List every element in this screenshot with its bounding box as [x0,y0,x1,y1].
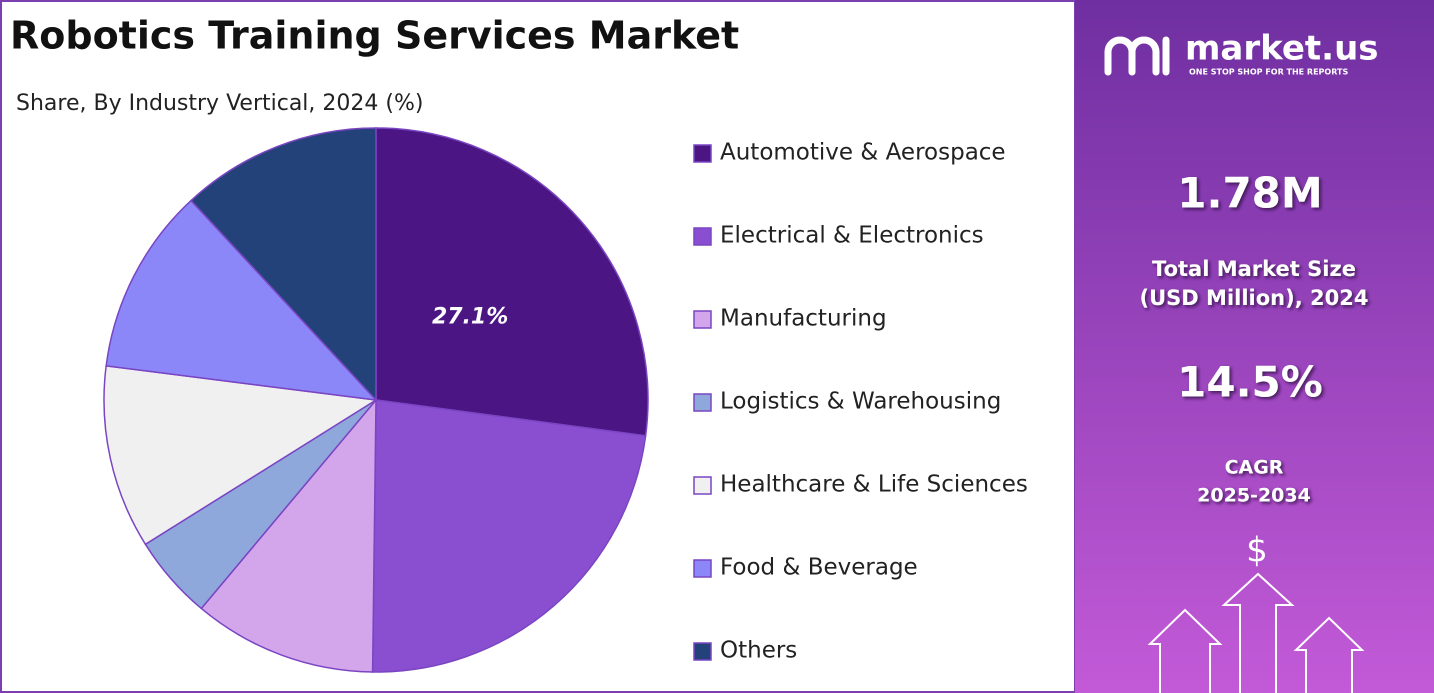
chart-title: Robotics Training Services Market [10,14,739,58]
legend-swatch [693,559,712,578]
growth-arrows [1147,572,1365,693]
cagr-label: 2025-2034 [1197,485,1311,507]
tagline: ONE STOP SHOP FOR THE REPORTS [1189,68,1348,77]
legend-swatch [693,476,712,495]
legend-label: Logistics & Warehousing [720,389,1001,415]
pie-slice [189,127,377,402]
data-label: 27.1% [432,305,508,330]
cagr-label: CAGR [1225,457,1284,479]
pie-slice [103,365,379,546]
legend-label: Electrical & Electronics [720,223,984,249]
logo: market.us ONE STOP SHOP FOR THE REPORTS [1104,29,1379,77]
legend-label: Healthcare & Life Sciences [720,472,1028,498]
legend: Automotive & Aerospace Electrical & Elect… [693,140,1028,664]
logo-icon [1104,36,1170,76]
market-size-label: Total Market Size [1152,257,1356,281]
brand: market.us [1185,29,1379,69]
pie-slice [200,397,377,673]
legend-label: Automotive & Aerospace [720,140,1006,166]
legend-swatch [693,642,712,661]
legend-swatch [693,227,712,246]
cagr: 14.5% [1177,358,1323,407]
pie: 27.1% [103,127,649,673]
side-panel [1075,0,1434,693]
legend-swatch [693,393,712,412]
legend-label: Food & Beverage [720,555,918,581]
pie-slice [105,199,378,402]
legend-swatch [693,310,712,329]
legend-label: Others [720,638,797,664]
market-size-label: (USD Million), 2024 [1140,286,1369,310]
pie-slice [375,127,649,437]
market-size: 1.78M [1177,169,1322,218]
pie-slice [371,399,647,673]
legend-label: Manufacturing [720,306,887,332]
dollar-icon: $ [1246,531,1268,571]
legend-swatch [693,144,712,163]
chart-subtitle: Share, By Industry Vertical, 2024 (%) [16,91,423,116]
